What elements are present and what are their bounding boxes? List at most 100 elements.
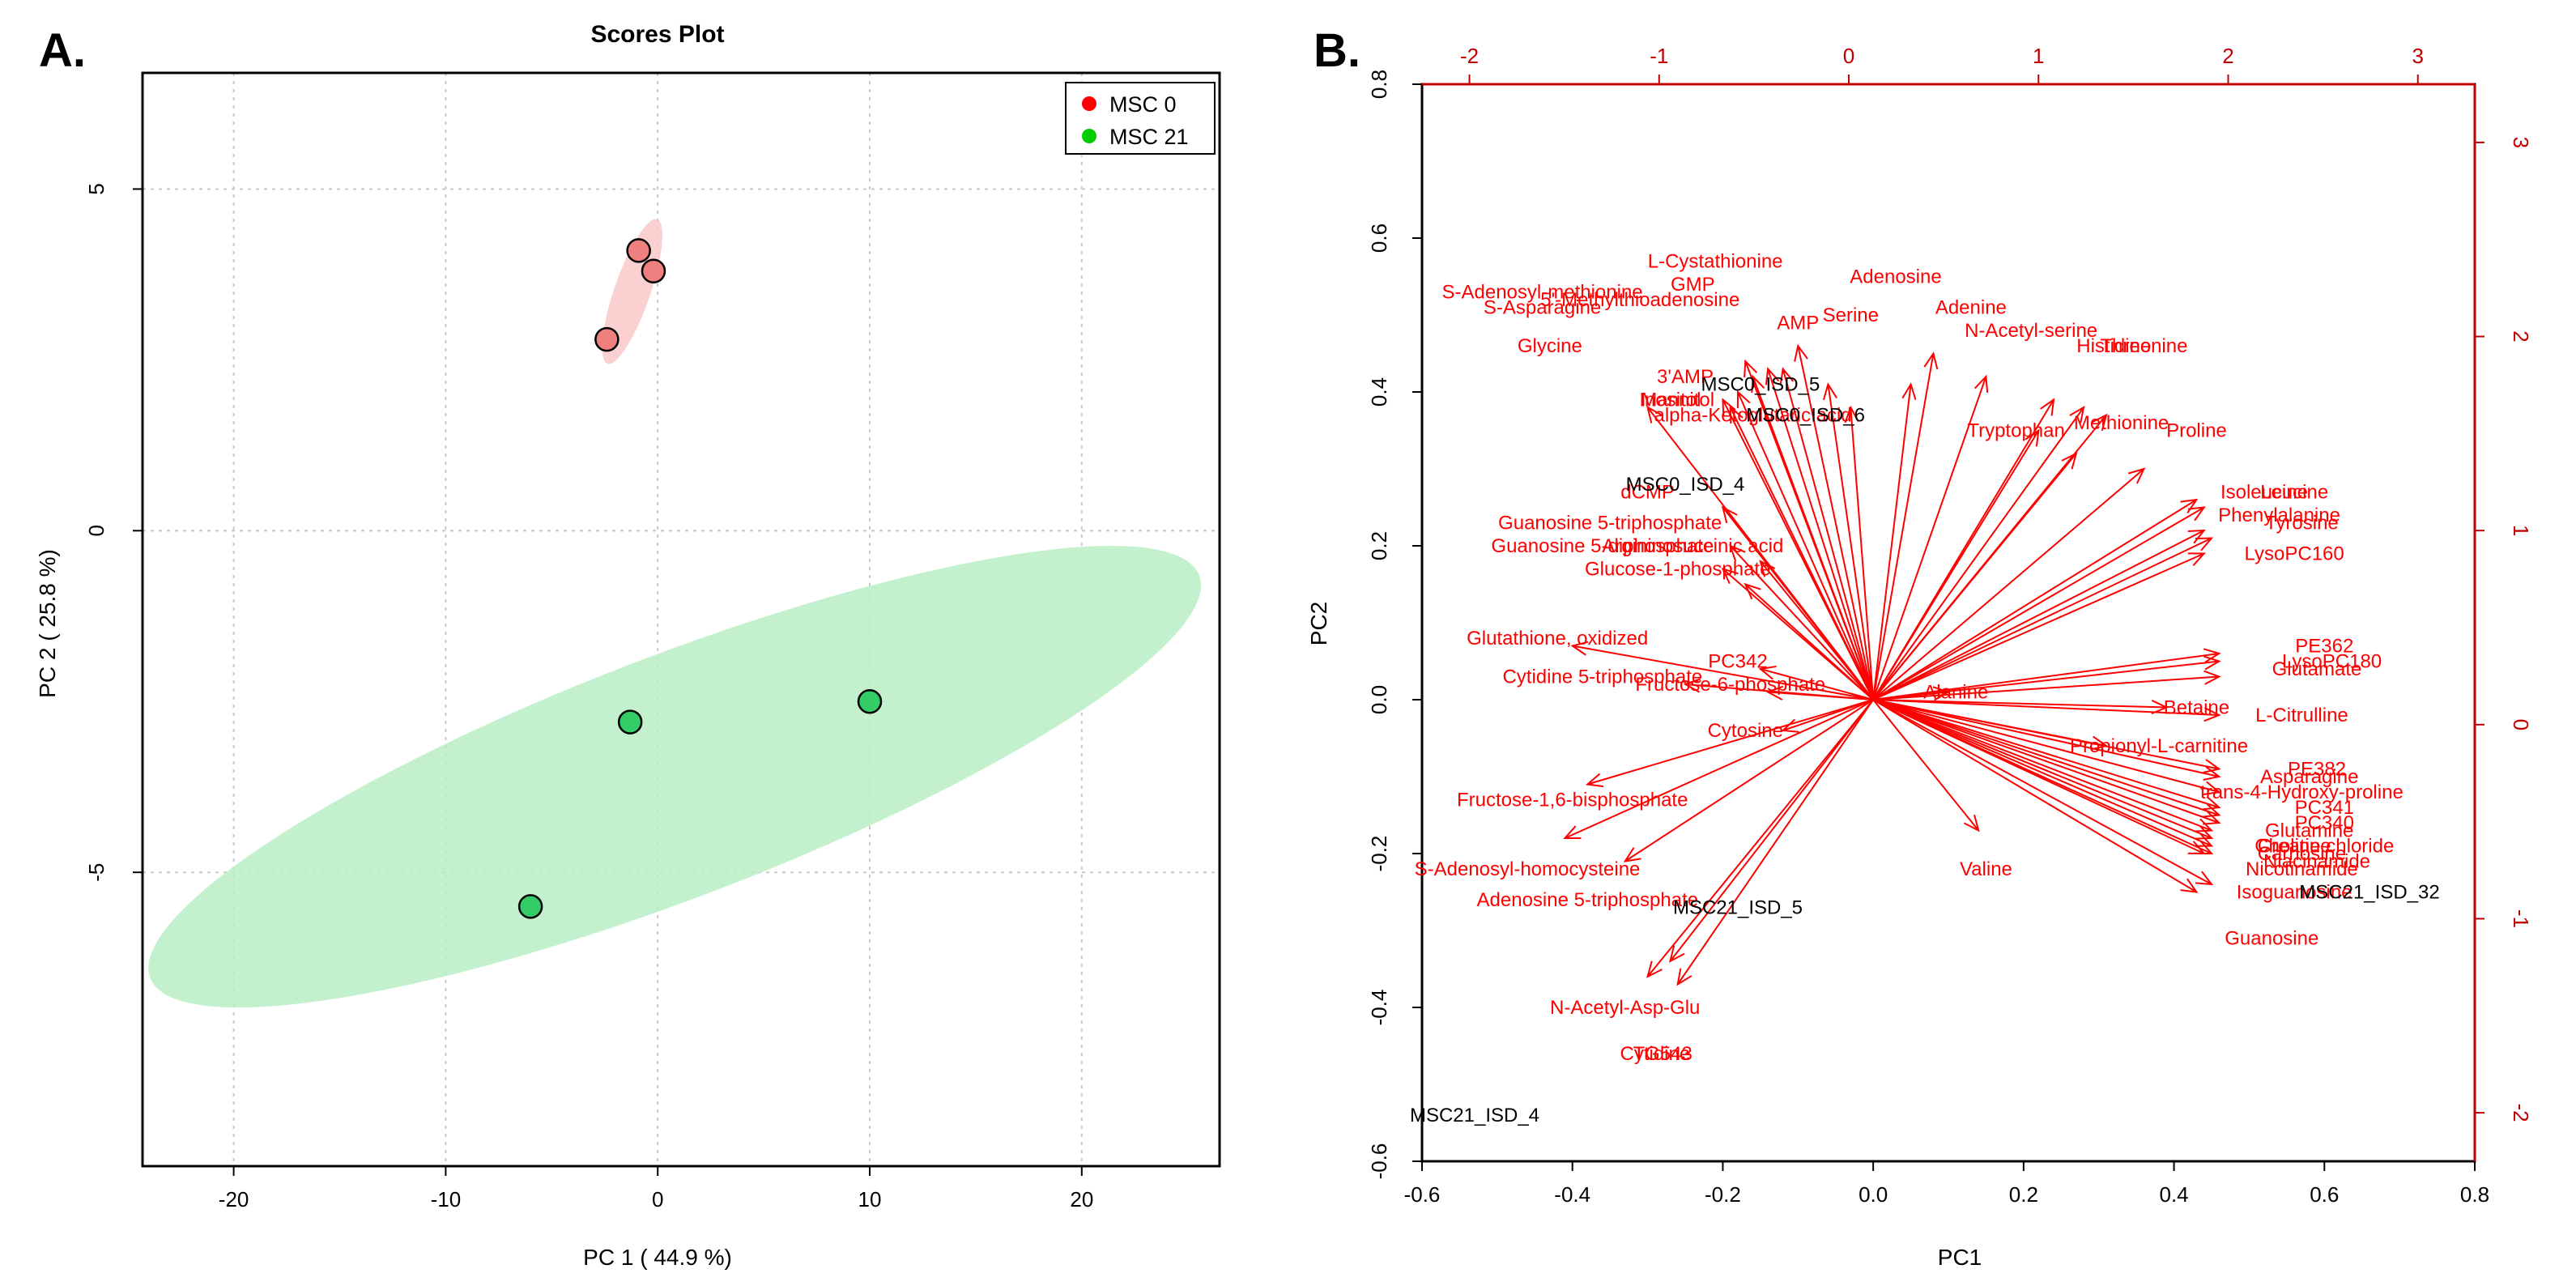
top-tick-label: -1 bbox=[1650, 44, 1668, 68]
loading-label-lysopc160: LysoPC160 bbox=[2245, 543, 2344, 565]
arrow-head bbox=[1736, 390, 1751, 409]
loading-label-serine: Serine bbox=[1823, 304, 1879, 326]
loading-label-isoguanosine: Isoguanosine bbox=[2237, 882, 2352, 904]
arrow-shaft bbox=[1827, 384, 1875, 700]
arrow-shaft bbox=[1872, 353, 1935, 700]
top-tick-label: 1 bbox=[2033, 44, 2044, 68]
loading-label-pe382: PE382 bbox=[2288, 759, 2346, 781]
arrow-shaft bbox=[1873, 691, 1949, 700]
x-tick-label: -20 bbox=[219, 1187, 249, 1211]
loading-arrow-serine bbox=[1872, 382, 1917, 700]
arrow-shaft bbox=[1760, 560, 1874, 700]
arrow-head bbox=[1932, 686, 1951, 701]
arrow-head bbox=[2025, 428, 2040, 447]
arrow-shaft bbox=[1760, 668, 1874, 700]
loading-label-methionine: Methionine bbox=[2074, 412, 2169, 434]
loading-label-propionyl-l-carnitine: Propionyl-L-carnitine bbox=[2070, 735, 2248, 757]
arrow-shaft bbox=[1624, 699, 1874, 862]
scores-plot-x-ticks: -20 -10 0 10 20 bbox=[219, 1166, 1093, 1211]
top-tick-label: 3 bbox=[2412, 44, 2423, 68]
loading-arrow-pc342 bbox=[1758, 665, 1874, 700]
x-tick-label: -0.2 bbox=[1705, 1182, 1741, 1207]
arrow-head bbox=[1758, 665, 1777, 680]
biplot-x-label: PC1 bbox=[1938, 1245, 1982, 1270]
arrow-shaft bbox=[1872, 530, 2205, 700]
loading-arrow-gmp bbox=[1779, 367, 1875, 700]
y-tick-label: 0.0 bbox=[1367, 685, 1391, 714]
loading-arrow-l-cystathionine bbox=[1794, 343, 1875, 700]
biplot-top-axis: -2 -1 0 1 2 3 bbox=[1422, 44, 2475, 86]
arrow-head bbox=[2203, 759, 2221, 773]
loading-arrow-glucose-1-phosphate bbox=[1744, 582, 1874, 700]
loading-arrow-alpha-ketoglutaric-acid bbox=[1844, 405, 1875, 700]
scores-plot-points bbox=[517, 238, 883, 919]
loading-label-threonine: Threonine bbox=[2100, 335, 2187, 357]
loading-label-3-amp: 3'AMP bbox=[1657, 366, 1714, 388]
arrow-shaft bbox=[1872, 699, 2220, 793]
arrow-head bbox=[1781, 718, 1799, 733]
loading-arrow-pe362 bbox=[1873, 648, 2221, 700]
loading-label-phenylalanine: Phenylalanine bbox=[2218, 505, 2340, 526]
arrow-shaft bbox=[1872, 453, 2077, 700]
arrow-head bbox=[1744, 359, 1758, 378]
arrow-head bbox=[1722, 398, 1736, 416]
y-tick-label: 0 bbox=[84, 525, 109, 536]
arrow-shaft bbox=[1872, 699, 2212, 885]
arrow-head bbox=[2203, 811, 2221, 825]
arrow-shaft bbox=[1872, 699, 2220, 824]
arrow-shaft bbox=[1782, 368, 1875, 700]
scores-plot-legend: MSC 0 MSC 21 bbox=[1065, 82, 1216, 155]
loading-arrow-valine bbox=[1872, 699, 1980, 832]
arrow-shaft bbox=[1872, 429, 2040, 700]
arrow-shaft bbox=[1872, 699, 2220, 816]
loading-label-proline: Proline bbox=[2166, 420, 2227, 442]
arrow-head bbox=[1646, 406, 1663, 424]
arrow-shaft bbox=[1872, 699, 2212, 839]
loading-arrow-pc340 bbox=[1872, 699, 2221, 818]
arrow-shaft bbox=[1572, 645, 1874, 700]
loading-label-niacinamide: Niacinamide bbox=[2263, 851, 2370, 873]
loading-label-betaine: Betaine bbox=[2164, 697, 2229, 719]
biplot-right-axis: -2 -1 0 1 2 3 bbox=[2473, 84, 2533, 1161]
loading-label-l-citrulline: L-Citrulline bbox=[2255, 705, 2348, 726]
loading-label-s-adenosyl-methionine: S-Adenosyl-methionine bbox=[1442, 282, 1643, 304]
loading-arrow-histidine bbox=[1872, 406, 2085, 700]
loading-arrow-tg543 bbox=[1668, 699, 1874, 963]
arrow-head bbox=[1923, 351, 1939, 370]
loading-label-asparagine: Asparagine bbox=[2260, 766, 2358, 788]
x-tick-label: 0.0 bbox=[1859, 1182, 1888, 1207]
loading-label-choline-chloride: Choline chloride bbox=[2255, 836, 2394, 858]
arrow-shaft bbox=[1872, 699, 2220, 777]
arrow-head bbox=[1646, 960, 1663, 978]
loading-label-lysopc180: LysoPC180 bbox=[2282, 651, 2382, 673]
loading-label-fructose-1-6-bisphosphate: Fructose-1,6-bisphosphate bbox=[1457, 790, 1688, 811]
loading-label-tyrosine: Tyrosine bbox=[2265, 513, 2339, 534]
arrow-shaft bbox=[1872, 699, 2197, 893]
x-tick-label: 0.8 bbox=[2460, 1182, 2489, 1207]
loading-arrow-s-adenosyl-homocysteine bbox=[1563, 699, 1874, 840]
loading-label-alpha-ketoglutaric-acid: alpha-Ketoglutaric acid bbox=[1654, 405, 1851, 427]
loading-arrow-leucine bbox=[1872, 506, 2206, 700]
arrow-shaft bbox=[1729, 407, 1875, 700]
loading-arrow-adenosine bbox=[1872, 351, 1939, 700]
arrow-head bbox=[1585, 773, 1604, 788]
biplot: -2 -1 0 1 2 3 -2 -1 0 1 2 3 -0.6 -0.4 -0.2 0.0 0.2 0.4 0… bbox=[1306, 44, 2533, 1270]
arrow-shaft bbox=[1872, 499, 2197, 700]
arrow-shaft bbox=[1872, 407, 2084, 700]
loading-label-inositol: Inositol bbox=[1639, 390, 1701, 411]
loading-label-glutamate: Glutamate bbox=[2272, 658, 2362, 680]
x-tick-label: -10 bbox=[431, 1187, 462, 1211]
arrow-head bbox=[1779, 367, 1795, 385]
loading-arrow-s-asparagine bbox=[1751, 374, 1875, 700]
loading-label-alanine: Alanine bbox=[1923, 682, 1988, 704]
scores-plot-x-label: PC 1 ( 44.9 %) bbox=[583, 1245, 732, 1270]
sample-label-msc21-isd-32: MSC21_ISD_32 bbox=[2299, 882, 2439, 904]
score-point-msc-21 bbox=[857, 689, 883, 714]
legend-marker-msc21 bbox=[1082, 129, 1096, 143]
arrow-head bbox=[2195, 833, 2214, 847]
loading-label-amp: AMP bbox=[1777, 313, 1819, 334]
legend-label-msc21: MSC 21 bbox=[1109, 125, 1189, 149]
arrow-head bbox=[1963, 814, 1980, 832]
y-tick-label: -0.4 bbox=[1367, 990, 1391, 1026]
arrow-head bbox=[2203, 766, 2221, 781]
